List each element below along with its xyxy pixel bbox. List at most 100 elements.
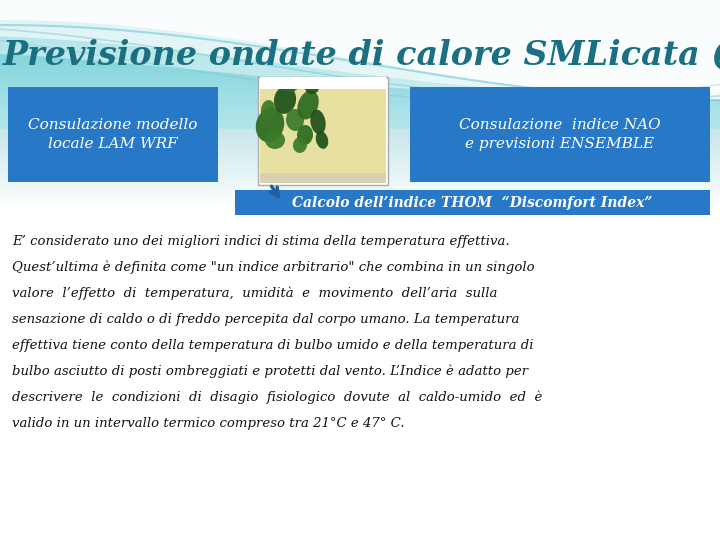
Bar <box>0 114 720 115</box>
Bar <box>0 139 720 140</box>
Bar <box>0 142 720 143</box>
Bar <box>0 68 720 69</box>
Bar <box>0 155 720 156</box>
Bar <box>0 26 720 27</box>
Bar <box>0 57 720 58</box>
Bar <box>0 38 720 39</box>
Bar <box>0 169 720 170</box>
Bar <box>0 37 720 38</box>
Bar <box>0 192 720 193</box>
Bar <box>0 202 720 203</box>
Bar <box>0 149 720 150</box>
Bar <box>0 16 720 17</box>
Bar <box>0 91 720 92</box>
Bar <box>0 35 720 36</box>
Bar <box>0 187 720 188</box>
FancyBboxPatch shape <box>8 87 218 182</box>
Bar <box>0 129 720 130</box>
Ellipse shape <box>297 125 313 145</box>
Bar <box>0 174 720 175</box>
Bar <box>0 48 720 49</box>
Bar <box>0 102 720 103</box>
Bar <box>0 80 720 81</box>
Bar <box>0 107 720 108</box>
Bar <box>260 77 386 89</box>
Bar <box>0 12 720 13</box>
Bar <box>0 197 720 198</box>
Bar <box>0 147 720 148</box>
Bar <box>0 180 720 181</box>
Bar <box>0 126 720 127</box>
Bar <box>0 163 720 164</box>
Text: sensazione di caldo o di freddo percepita dal corpo umano. La temperatura: sensazione di caldo o di freddo percepit… <box>12 313 519 326</box>
Bar <box>0 4 720 5</box>
Bar <box>0 167 720 168</box>
Bar <box>0 7 720 8</box>
Bar <box>0 195 720 196</box>
Bar <box>0 54 720 55</box>
Text: Consulazione  indice NAO
e previsioni ENSEMBLE: Consulazione indice NAO e previsioni ENS… <box>459 118 661 151</box>
Text: Previsione ondate di calore SMLicata (II): Previsione ondate di calore SMLicata (II… <box>3 39 720 72</box>
Ellipse shape <box>310 110 325 134</box>
Bar <box>0 67 720 68</box>
Bar <box>0 181 720 182</box>
Bar <box>0 184 720 185</box>
Bar <box>0 50 720 51</box>
Bar <box>0 196 720 197</box>
Bar <box>0 9 720 10</box>
Bar <box>0 182 720 183</box>
Bar <box>0 72 720 73</box>
Bar <box>0 124 720 125</box>
Bar <box>0 45 720 46</box>
Bar <box>0 69 720 70</box>
Bar <box>0 176 720 177</box>
Bar <box>0 101 720 102</box>
Bar <box>0 30 720 31</box>
Ellipse shape <box>297 91 319 119</box>
Bar <box>0 113 720 114</box>
Bar <box>0 156 720 157</box>
Bar <box>0 78 720 79</box>
Bar <box>0 144 720 145</box>
Bar <box>0 18 720 19</box>
Bar <box>0 166 720 167</box>
Bar <box>0 127 720 128</box>
Bar <box>0 53 720 54</box>
Bar <box>0 70 720 71</box>
Bar <box>0 170 720 171</box>
Bar <box>0 19 720 20</box>
Bar <box>0 81 720 82</box>
Text: bulbo asciutto di posti ombreggiati e protetti dal vento. L’Indice è adatto per: bulbo asciutto di posti ombreggiati e pr… <box>12 365 528 379</box>
Bar <box>0 93 720 94</box>
Bar <box>0 92 720 93</box>
Bar <box>0 1 720 2</box>
Bar <box>0 208 720 209</box>
Bar <box>0 47 720 48</box>
Bar <box>0 44 720 45</box>
Bar <box>0 200 720 201</box>
Bar <box>0 120 720 121</box>
Bar <box>0 88 720 89</box>
Ellipse shape <box>281 78 299 92</box>
Bar <box>0 162 720 163</box>
Ellipse shape <box>316 131 328 149</box>
Bar <box>0 115 720 116</box>
Bar <box>0 177 720 178</box>
Bar <box>258 77 388 185</box>
Bar <box>0 154 720 155</box>
Bar <box>0 121 720 122</box>
Bar <box>260 79 386 173</box>
Bar <box>0 152 720 153</box>
Bar <box>0 110 720 111</box>
Bar <box>0 22 720 23</box>
Bar <box>0 191 720 192</box>
Bar <box>0 128 720 129</box>
Bar <box>0 116 720 117</box>
Bar <box>0 119 720 120</box>
Bar <box>0 40 720 41</box>
Bar <box>0 2 720 3</box>
Bar <box>0 3 720 4</box>
Bar <box>0 132 720 133</box>
Ellipse shape <box>265 131 285 149</box>
Bar <box>0 14 720 15</box>
